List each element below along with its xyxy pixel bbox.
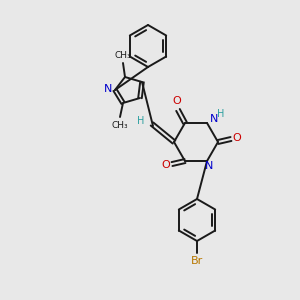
Text: O: O: [162, 160, 170, 170]
Text: H: H: [217, 109, 225, 119]
Text: N: N: [210, 114, 218, 124]
Text: N: N: [205, 161, 213, 171]
Text: N: N: [104, 84, 112, 94]
Text: CH₃: CH₃: [112, 121, 128, 130]
Text: O: O: [232, 133, 242, 143]
Text: CH₃: CH₃: [115, 50, 131, 59]
Text: Br: Br: [191, 256, 203, 266]
Text: O: O: [172, 96, 182, 106]
Text: H: H: [137, 116, 145, 126]
